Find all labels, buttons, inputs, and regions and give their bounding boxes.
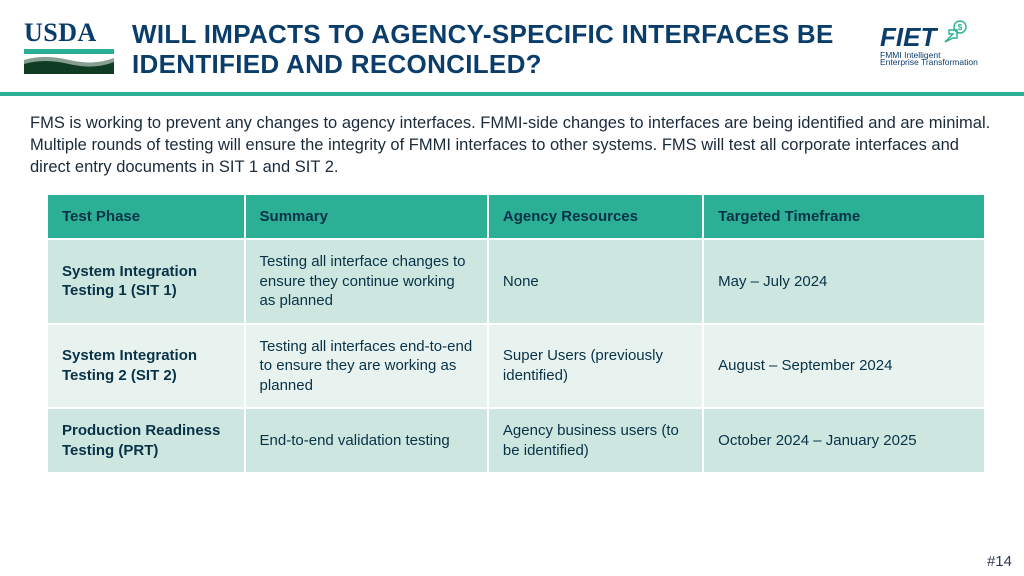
col-header-timeframe: Targeted Timeframe — [703, 195, 984, 240]
usda-logo: USDA — [24, 18, 114, 74]
usda-logo-text: USDA — [24, 18, 114, 48]
test-phase-table-wrap: Test Phase Summary Agency Resources Targ… — [0, 191, 1024, 473]
cell-summary: Testing all interfaces end-to-end to ens… — [245, 324, 488, 409]
fiet-logo-text: FIET — [880, 22, 936, 53]
table-row: System Integration Testing 2 (SIT 2)Test… — [48, 324, 984, 409]
svg-text:$: $ — [958, 23, 963, 32]
page-number: #14 — [987, 553, 1012, 570]
cell-resources: Super Users (previously identified) — [488, 324, 703, 409]
test-phase-table: Test Phase Summary Agency Resources Targ… — [48, 195, 984, 473]
table-row: Production Readiness Testing (PRT)End-to… — [48, 408, 984, 472]
col-header-resources: Agency Resources — [488, 195, 703, 240]
cell-timeframe: May – July 2024 — [703, 239, 984, 324]
fiet-sub2: Enterprise Transformation — [880, 58, 1000, 67]
cell-timeframe: August – September 2024 — [703, 324, 984, 409]
cell-resources: Agency business users (to be identified) — [488, 408, 703, 472]
fiet-logo: FIET $ FMMI Intelligent Enterprise Trans… — [880, 18, 1000, 68]
usda-logo-swoosh-icon — [24, 54, 114, 74]
col-header-phase: Test Phase — [48, 195, 245, 240]
col-header-summary: Summary — [245, 195, 488, 240]
cell-timeframe: October 2024 – January 2025 — [703, 408, 984, 472]
fiet-cursor-dollar-icon: $ — [943, 20, 967, 44]
cell-phase: System Integration Testing 1 (SIT 1) — [48, 239, 245, 324]
cell-resources: None — [488, 239, 703, 324]
cell-phase: System Integration Testing 2 (SIT 2) — [48, 324, 245, 409]
table-row: System Integration Testing 1 (SIT 1)Test… — [48, 239, 984, 324]
intro-paragraph: FMS is working to prevent any changes to… — [0, 96, 1024, 191]
slide-header: USDA WILL IMPACTS TO AGENCY-SPECIFIC INT… — [0, 0, 1024, 88]
cell-summary: End-to-end validation testing — [245, 408, 488, 472]
cell-phase: Production Readiness Testing (PRT) — [48, 408, 245, 472]
slide-title: WILL IMPACTS TO AGENCY-SPECIFIC INTERFAC… — [132, 18, 862, 80]
table-header-row: Test Phase Summary Agency Resources Targ… — [48, 195, 984, 240]
cell-summary: Testing all interface changes to ensure … — [245, 239, 488, 324]
